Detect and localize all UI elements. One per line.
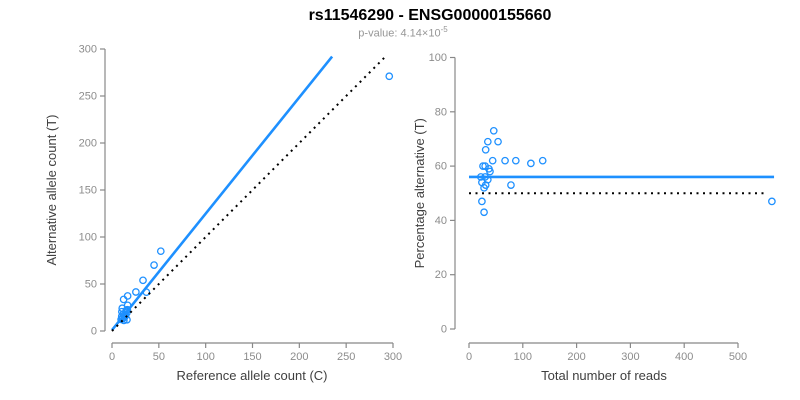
data-point (501, 156, 509, 165)
y-tick-label: 150 (79, 185, 97, 197)
data-point (489, 126, 498, 135)
data-point (156, 247, 165, 256)
data-point (768, 197, 776, 206)
regression-line (110, 55, 334, 331)
data-point (511, 156, 520, 165)
page-title: rs11546290 - ENSG00000155660 (308, 7, 552, 24)
data-point (385, 72, 394, 81)
data-point (494, 137, 502, 146)
x-tick-label: 50 (153, 351, 165, 363)
x-tick-label: 300 (621, 351, 639, 363)
y-tick-label: 100 (79, 232, 97, 244)
data-point (538, 156, 547, 165)
x-tick-label: 200 (290, 351, 308, 363)
data-point (139, 276, 147, 285)
x-tick-label: 250 (337, 351, 355, 363)
x-axis-title: Reference allele count (C) (176, 368, 327, 383)
x-axis-title: Total number of reads (541, 368, 667, 383)
y-tick-label: 80 (435, 106, 447, 118)
x-tick-label: 200 (567, 351, 585, 363)
y-tick-label: 0 (441, 324, 447, 336)
data-point (486, 167, 494, 176)
subtitle-pvalue: p-value: 4.14×10-5 (358, 25, 447, 40)
x-tick-label: 100 (514, 351, 532, 363)
data-point (527, 159, 535, 168)
data-point (119, 295, 128, 304)
x-tick-label: 0 (109, 351, 115, 363)
data-point (150, 261, 158, 269)
data-point (480, 208, 488, 217)
pvalue-exponent: -5 (440, 25, 448, 34)
y-tick-label: 20 (435, 269, 447, 281)
y-tick-label: 200 (79, 138, 97, 150)
x-tick-label: 150 (243, 351, 261, 363)
data-point (483, 137, 492, 146)
y-tick-label: 0 (91, 326, 97, 338)
identity-line (111, 54, 388, 332)
data-point (488, 156, 497, 165)
data-point (123, 292, 132, 300)
right-scatter-panel: 0 100 200 300 400 500 0 20 40 60 80 100 Total number… (412, 52, 776, 383)
left-scatter-panel: 0 50 100 150 200 250 300 0 50 100 150 200 250 300 Refe… (44, 44, 402, 384)
y-tick-label: 250 (79, 91, 97, 103)
y-tick-label: 50 (85, 279, 97, 291)
x-tick-label: 400 (675, 351, 693, 363)
y-tick-label: 100 (429, 52, 447, 64)
data-point (507, 181, 515, 189)
pvalue-text: p-value: 4.14×10 (358, 27, 441, 40)
y-tick-label: 60 (435, 161, 447, 173)
data-point (132, 288, 140, 296)
x-tick-label: 300 (384, 351, 402, 363)
y-tick-label: 40 (435, 215, 447, 227)
y-axis-title: Percentage alternative (T) (412, 118, 427, 268)
x-tick-label: 100 (196, 351, 214, 363)
x-tick-label: 0 (466, 351, 472, 363)
data-point (481, 145, 490, 154)
y-tick-label: 300 (79, 44, 97, 56)
y-axis-title: Alternative allele count (T) (44, 114, 59, 265)
data-point (478, 197, 486, 206)
x-tick-label: 500 (729, 351, 747, 363)
